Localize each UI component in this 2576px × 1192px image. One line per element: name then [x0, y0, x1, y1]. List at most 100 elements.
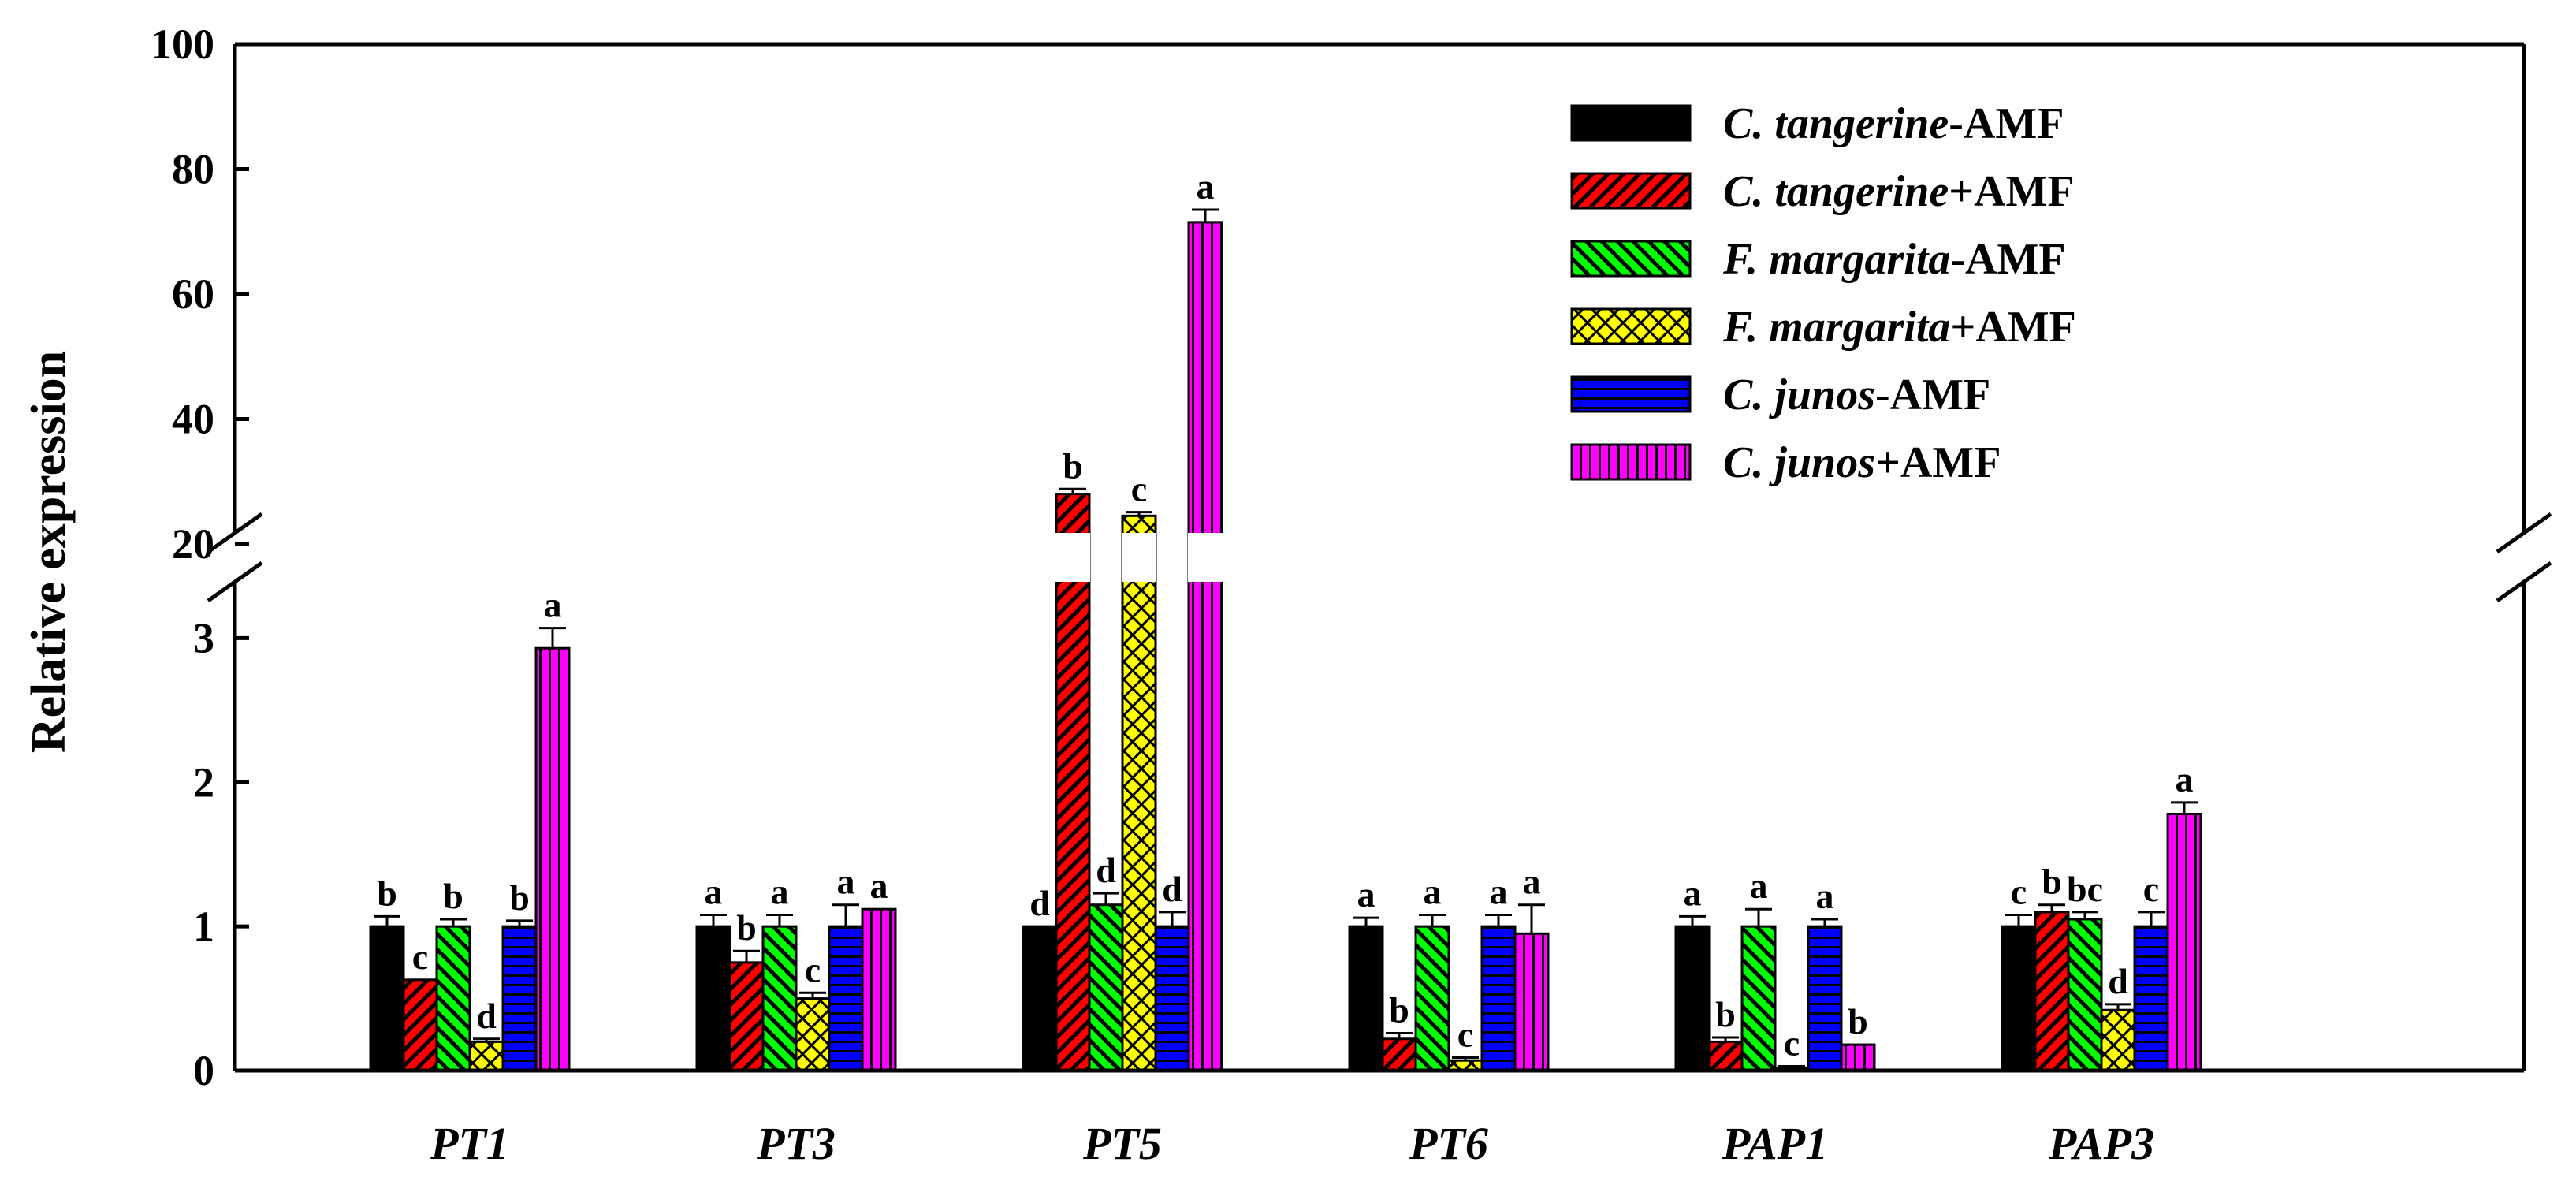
- bar: [1480, 925, 1517, 1072]
- legend-swatch: [1570, 443, 1692, 481]
- legend-treatment: +AMF: [1949, 167, 2074, 216]
- legend-treatment: +AMF: [1950, 303, 2075, 352]
- legend-entry: C. tangerine+AMF: [1723, 167, 2075, 216]
- bar: [728, 961, 765, 1072]
- legend-swatch: [1570, 104, 1692, 142]
- significance-label: a: [1816, 876, 1834, 916]
- bar: [1187, 221, 1223, 1072]
- significance-label: b: [1063, 445, 1083, 486]
- significance-label: c: [1457, 1015, 1473, 1055]
- legend-treatment: +AMF: [1875, 438, 2001, 487]
- x-tick-label: PT1: [430, 1118, 509, 1169]
- bar: [1088, 903, 1124, 1072]
- legend-species: C. tangerine: [1723, 99, 1949, 148]
- x-tick-label: PT5: [1082, 1118, 1162, 1169]
- bar: [828, 925, 864, 1072]
- significance-label: b: [509, 877, 530, 918]
- significance-label: a: [1197, 166, 1215, 207]
- legend-entry: C. junos-AMF: [1723, 371, 1990, 419]
- significance-label: a: [544, 585, 562, 625]
- bar: [1022, 925, 1058, 1072]
- bar-break-gap: [1055, 533, 1090, 582]
- legend-species: F. margarita: [1722, 235, 1950, 284]
- bar: [2166, 813, 2202, 1072]
- bar: [1121, 514, 1157, 1072]
- significance-label: c: [1131, 469, 1147, 509]
- significance-label: c: [2143, 869, 2159, 909]
- significance-label: c: [805, 949, 821, 989]
- bar: [369, 925, 405, 1072]
- significance-label: a: [771, 872, 789, 912]
- y-tick-label: 1: [193, 903, 214, 950]
- bar: [695, 925, 731, 1072]
- significance-label: d: [1162, 869, 1182, 909]
- legend-treatment: -AMF: [1949, 99, 2064, 148]
- significance-label: b: [377, 873, 397, 913]
- x-tick-label: PAP1: [1722, 1118, 1828, 1169]
- y-tick-label: 60: [172, 270, 214, 318]
- bar: [2034, 911, 2070, 1072]
- legend-entry: F. margarita-AMF: [1722, 235, 2066, 284]
- axis-break-mark: [2496, 561, 2552, 603]
- bar: [1740, 925, 1777, 1072]
- significance-label: b: [1848, 1001, 1868, 1041]
- y-tick-label: 3: [193, 614, 214, 661]
- legend-species: C. junos: [1723, 438, 1875, 487]
- bar: [1381, 1037, 1417, 1072]
- legend-swatch: [1570, 240, 1692, 278]
- significance-label: b: [736, 907, 757, 948]
- bar: [402, 978, 438, 1072]
- significance-label: d: [476, 996, 497, 1036]
- significance-label: a: [1424, 872, 1442, 912]
- bar: [1513, 932, 1550, 1072]
- legend-species: C. tangerine: [1723, 167, 1949, 216]
- significance-label: a: [1684, 873, 1702, 913]
- significance-label: c: [412, 937, 428, 977]
- x-tick-label: PT3: [756, 1118, 836, 1169]
- axis-break-mark: [207, 561, 263, 603]
- y-tick-label: 20: [172, 520, 214, 568]
- legend-treatment: -AMF: [1950, 235, 2065, 284]
- y-tick-label: 80: [172, 146, 214, 193]
- bar: [534, 646, 571, 1072]
- legend-swatch: [1570, 375, 1692, 413]
- significance-label: bc: [2067, 869, 2103, 909]
- x-tick-label: PT6: [1409, 1118, 1488, 1169]
- bar: [1707, 1040, 1744, 1072]
- significance-label: a: [1523, 862, 1541, 902]
- significance-label: a: [1490, 872, 1508, 912]
- significance-label: b: [1389, 989, 1409, 1030]
- axis-break-mark: [207, 512, 263, 554]
- bar: [501, 925, 538, 1072]
- axes: PT1 PT3 PT5 PT6 PAP1 PAP3 0 1 2 3 20 40 60 80 100: [151, 20, 2552, 1169]
- significance-label: a: [870, 866, 888, 906]
- bar: [761, 925, 798, 1072]
- y-tick-label: 2: [193, 758, 214, 806]
- legend-species: C. junos: [1723, 371, 1875, 419]
- y-tick-label: 0: [193, 1047, 214, 1094]
- bar: [2100, 1008, 2136, 1072]
- bar: [435, 925, 471, 1072]
- bar: [468, 1040, 504, 1072]
- significance-label: b: [443, 876, 463, 916]
- bar-break-gap: [1188, 533, 1223, 582]
- y-tick-label: 40: [172, 396, 214, 443]
- y-axis-label: Relative expression: [22, 351, 76, 753]
- significance-label: d: [1029, 883, 1050, 923]
- legend-swatch: [1570, 307, 1692, 345]
- legend-swatch: [1570, 172, 1692, 210]
- significance-label: a: [2176, 759, 2194, 799]
- significance-label: c: [2011, 872, 2027, 912]
- bar: [795, 997, 831, 1072]
- legend-treatment: -AMF: [1875, 371, 1990, 419]
- significance-label: a: [705, 872, 723, 912]
- significance-label: c: [1784, 1023, 1800, 1063]
- bar: [1055, 493, 1091, 1072]
- significance-label: a: [1750, 866, 1768, 906]
- legend-entry: F. margarita+AMF: [1722, 303, 2076, 352]
- bar: [861, 907, 897, 1072]
- bar: [1674, 925, 1711, 1072]
- significance-label: b: [2042, 862, 2062, 902]
